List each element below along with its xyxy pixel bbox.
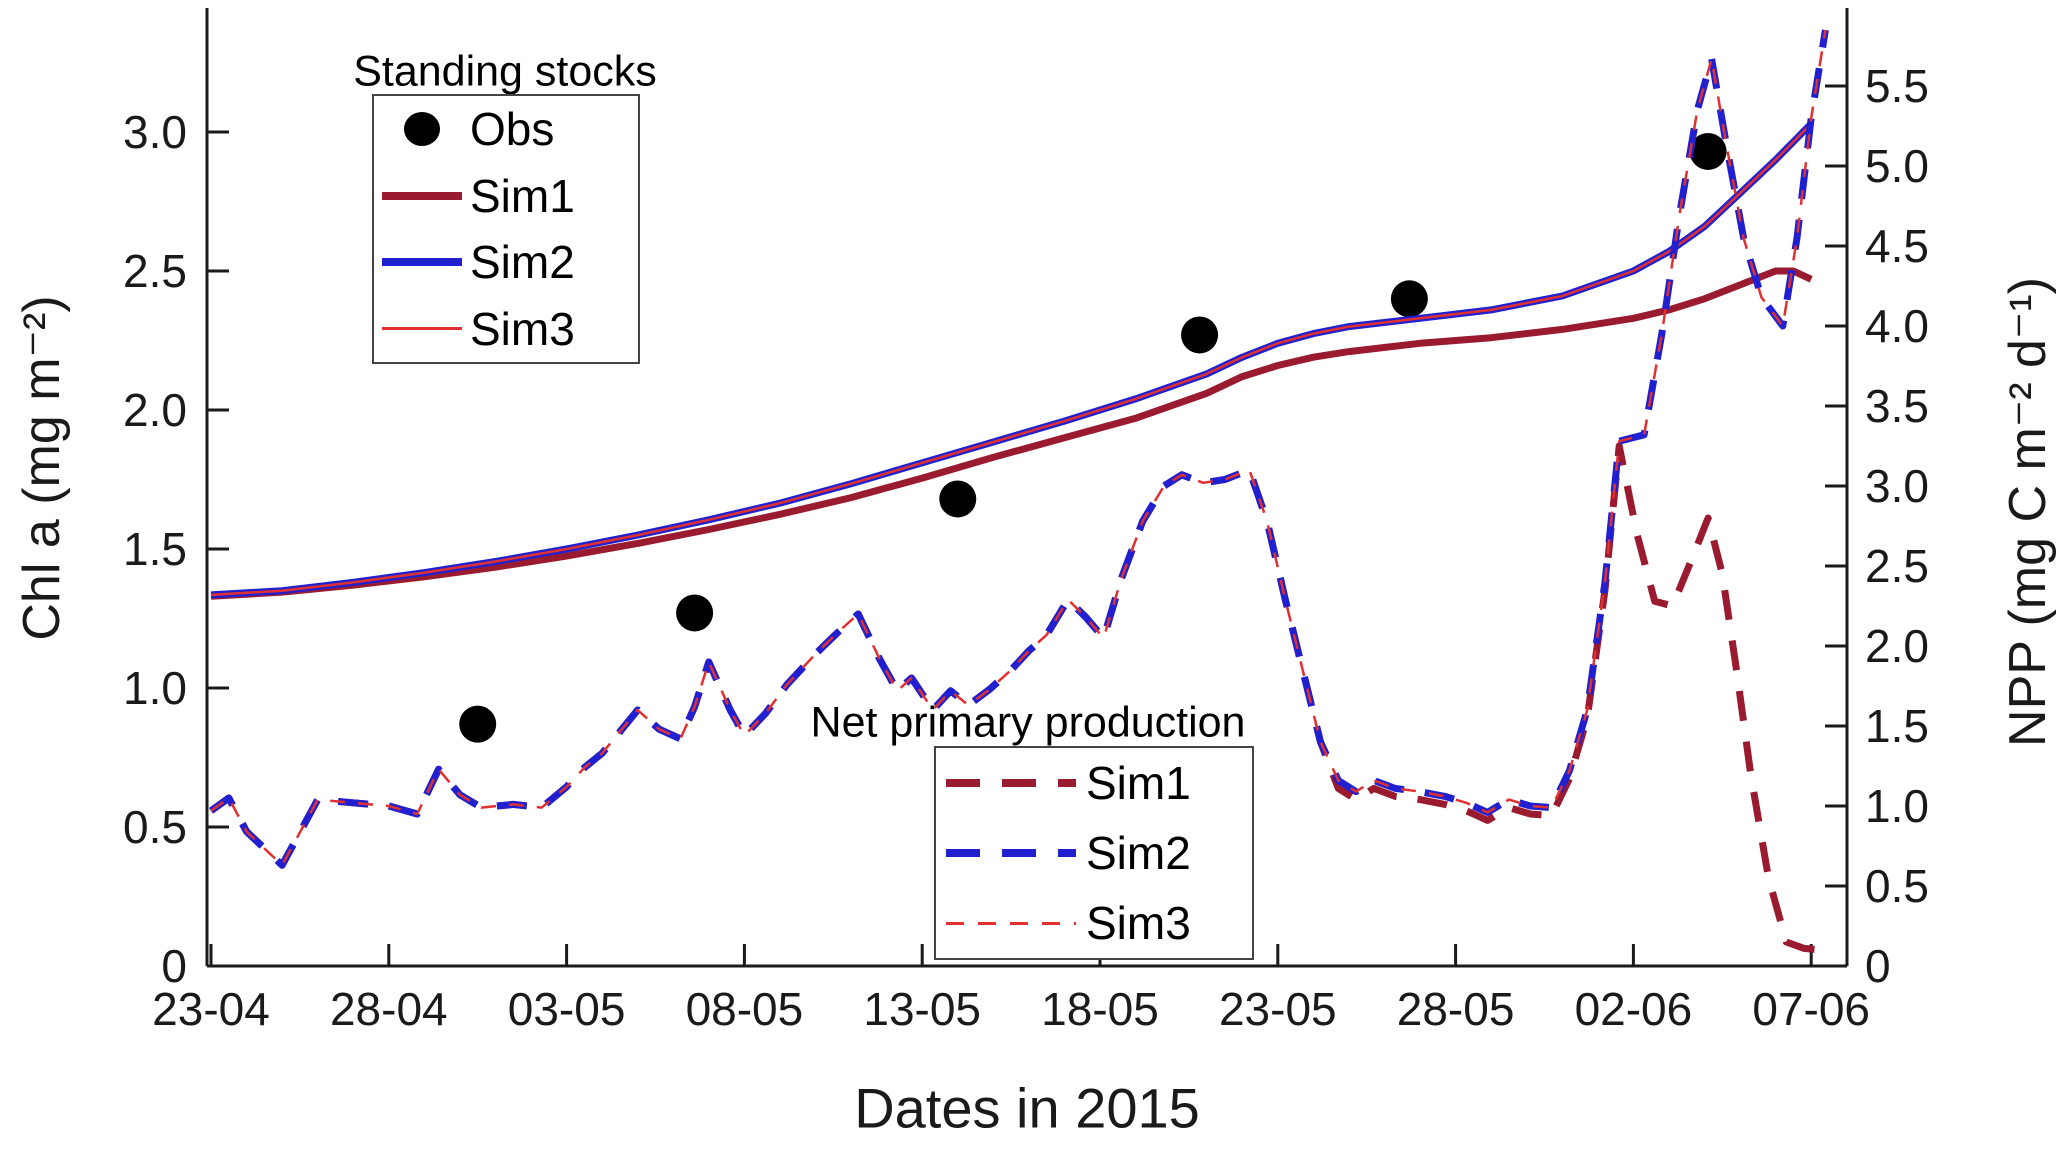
legend-label-sim1-chl: Sim1 xyxy=(470,169,575,222)
y-right-tick-label: 1.5 xyxy=(1865,700,1929,752)
x-axis-title: Dates in 2015 xyxy=(854,1076,1200,1140)
obs-data-point xyxy=(939,480,977,518)
x-tick-label: 08-05 xyxy=(686,983,804,1035)
x-tick-label: 02-06 xyxy=(1575,983,1693,1035)
y-right-tick-label: 0.5 xyxy=(1865,860,1929,912)
legend-label-sim3-chl: Sim3 xyxy=(470,302,575,355)
y-left-tick-label: 3.0 xyxy=(123,106,187,158)
obs-dot-icon xyxy=(404,112,440,147)
npp-sim3-line xyxy=(210,29,1827,867)
obs-data-point xyxy=(1181,316,1219,354)
x-tick-label: 28-04 xyxy=(330,983,448,1035)
legend-label-obs: Obs xyxy=(470,103,555,156)
legend-label-sim2-npp: Sim2 xyxy=(1086,827,1191,879)
y-right-tick-label: 0 xyxy=(1865,940,1891,992)
legend-item-sim1-chl: Sim1 xyxy=(374,173,638,219)
sim1-solid-line-icon xyxy=(382,191,462,200)
obs-data-point xyxy=(676,594,714,632)
y-right-tick-label: 2.5 xyxy=(1865,540,1929,592)
legend-standing-box: Obs Sim1 Sim2 Sim3 xyxy=(372,94,640,364)
legend-item-sim3-npp: Sim3 xyxy=(936,900,1252,946)
y-right-tick-label: 5.0 xyxy=(1865,140,1929,192)
y-left-axis-title: Chl a (mg m⁻²) xyxy=(13,295,71,641)
y-right-tick-label: 4.5 xyxy=(1865,220,1929,272)
y-left-tick-label: 2.0 xyxy=(123,384,187,436)
sim1-dashed-line-icon xyxy=(946,779,1076,787)
y-right-tick-label: 3.0 xyxy=(1865,460,1929,512)
x-tick-label: 03-05 xyxy=(508,983,626,1035)
chl-sim3-line xyxy=(210,122,1813,597)
x-tick-label: 07-06 xyxy=(1752,983,1870,1035)
legend-item-sim3-chl: Sim3 xyxy=(374,306,638,352)
legend-item-obs: Obs xyxy=(374,106,638,152)
y-left-tick-label: 0.5 xyxy=(123,801,187,853)
x-tick-label: 13-05 xyxy=(863,983,981,1035)
y-left-tick-label: 2.5 xyxy=(123,245,187,297)
legend-npp-title: Net primary production xyxy=(810,698,1246,747)
obs-data-point xyxy=(459,705,497,743)
legend-standing-title: Standing stocks xyxy=(353,47,657,96)
obs-data-point xyxy=(1390,280,1428,318)
y-right-tick-label: 1.0 xyxy=(1865,780,1929,832)
y-right-tick-label: 2.0 xyxy=(1865,620,1929,672)
x-tick-label: 28-05 xyxy=(1397,983,1515,1035)
legend-npp-box: Sim1 Sim2 Sim3 xyxy=(934,746,1254,960)
chl-sim1-line xyxy=(210,267,1813,600)
sim2-dashed-line-icon xyxy=(946,849,1076,857)
y-right-tick-label: 4.0 xyxy=(1865,300,1929,352)
legend-label-sim3-npp: Sim3 xyxy=(1086,897,1191,949)
sim3-dashed-line-icon xyxy=(946,921,1076,925)
y-right-tick-label: 5.5 xyxy=(1865,60,1929,112)
obs-data-point xyxy=(1689,132,1727,170)
legend-item-sim2-npp: Sim2 xyxy=(936,830,1252,876)
sim2-solid-line-icon xyxy=(382,258,462,267)
y-left-tick-label: 1.5 xyxy=(123,523,187,575)
y-left-tick-label: 0 xyxy=(161,940,187,992)
legend-item-sim2-chl: Sim2 xyxy=(374,239,638,285)
legend-label-sim2-chl: Sim2 xyxy=(470,236,575,289)
sim3-solid-line-icon xyxy=(382,327,462,331)
x-tick-label: 18-05 xyxy=(1041,983,1159,1035)
x-tick-label: 23-05 xyxy=(1219,983,1337,1035)
legend-label-sim1-npp: Sim1 xyxy=(1086,757,1191,809)
y-left-tick-label: 1.0 xyxy=(123,662,187,714)
y-right-tick-label: 3.5 xyxy=(1865,380,1929,432)
y-right-axis-title: NPP (mg C m⁻² d⁻¹) xyxy=(1999,277,2057,747)
x-tick-label: 23-04 xyxy=(152,983,270,1035)
legend-item-sim1-npp: Sim1 xyxy=(936,760,1252,806)
